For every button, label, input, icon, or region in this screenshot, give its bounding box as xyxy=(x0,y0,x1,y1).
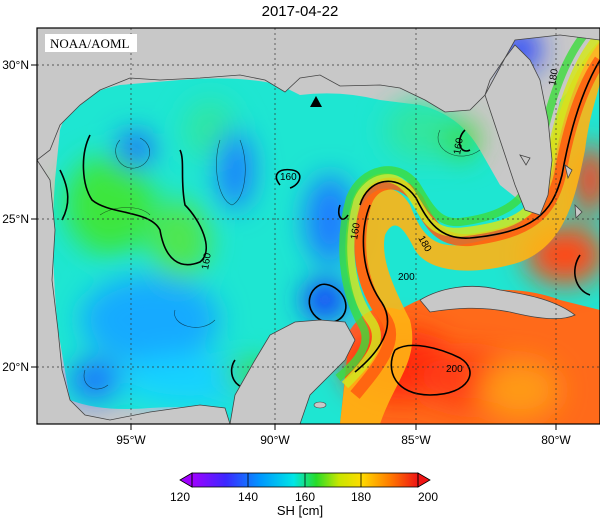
colorbar-tick: 180 xyxy=(351,490,371,504)
colorbar-tick: 120 xyxy=(170,490,190,504)
colorbar-tick: 140 xyxy=(238,490,258,504)
lon-label-95: 95°W xyxy=(116,433,146,447)
landmasses xyxy=(37,28,600,424)
contour-label: 200 xyxy=(446,364,463,375)
colorbar-min-arrow xyxy=(179,472,193,488)
loop-current xyxy=(340,40,600,424)
station-marker-icon xyxy=(310,96,322,107)
colorbar-tick: 160 xyxy=(295,490,315,504)
colorbar: 120 140 160 180 200 xyxy=(170,472,438,504)
contour-label: 160 xyxy=(280,172,297,183)
contour-label: 160 xyxy=(200,252,214,271)
map-title: 2017-04-22 xyxy=(261,3,339,20)
lat-label-25: 25°N xyxy=(2,212,29,226)
lat-label-20: 20°N xyxy=(2,360,29,374)
ocean-field xyxy=(37,28,600,424)
map-frame xyxy=(36,27,600,425)
contour-lines xyxy=(59,59,600,396)
lon-label-85: 85°W xyxy=(401,433,431,447)
credit-box xyxy=(45,34,137,52)
contour-label: 160 xyxy=(452,137,466,156)
lon-label-90: 90°W xyxy=(260,433,290,447)
colorbar-label: SH [cm] xyxy=(276,503,324,518)
credit-label: NOAA/AOML xyxy=(50,36,130,51)
colorbar-max-arrow xyxy=(417,472,431,488)
contour-label: 160 xyxy=(349,222,363,241)
graticule xyxy=(37,28,600,424)
lat-label-30: 30°N xyxy=(2,58,29,72)
contour-label: 200 xyxy=(398,272,415,283)
contour-label: 180 xyxy=(547,68,561,87)
colorbar-tick: 200 xyxy=(418,490,438,504)
lon-label-80: 80°W xyxy=(541,433,571,447)
